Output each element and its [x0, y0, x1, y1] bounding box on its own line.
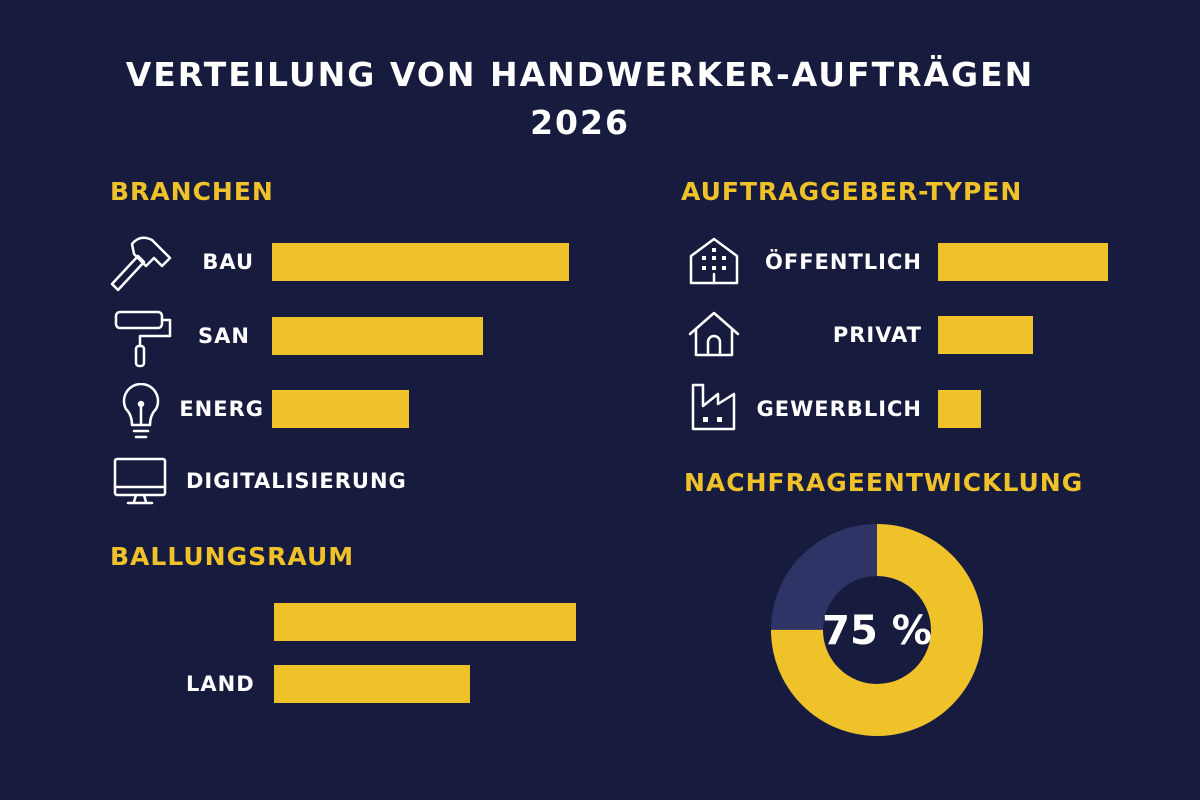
page-title: VERTEILUNG VON HANDWERKER-AUFTRÄGEN	[125, 55, 1035, 94]
public-building-icon	[689, 237, 739, 285]
page-subtitle-year: 2026	[530, 103, 630, 142]
branche-bar-1	[272, 317, 483, 355]
typ-bar-2	[938, 390, 981, 428]
branche-label-bau: BAU	[202, 250, 254, 274]
monitor-icon	[113, 457, 167, 505]
typ-bar-0	[938, 243, 1108, 281]
region-label-land: LAND	[186, 672, 255, 696]
donut-center-label: 75 %	[822, 608, 932, 654]
typ-label-privat: PRIVAT	[832, 323, 922, 347]
typ-bar-1	[938, 316, 1034, 354]
region-bar-0	[274, 603, 576, 641]
house-icon	[688, 311, 740, 357]
factory-icon	[691, 383, 736, 431]
typ-label-gewerblich: GEWERBLICH	[756, 397, 922, 421]
branche-label-san: SAN	[198, 324, 250, 348]
branchen-heading: BRANCHEN	[110, 177, 274, 206]
ballungsraum-heading: BALLUNGSRAUM	[110, 542, 355, 571]
typ-label-oeffentlich: ÖFFENTLICH	[765, 250, 922, 274]
donut-chart: 75 %	[771, 524, 983, 736]
hammer-icon	[110, 236, 172, 292]
region-bar-1	[274, 665, 471, 703]
paint-roller-icon	[114, 310, 172, 368]
branche-label-digitalisierung: DIGITALISIERUNG	[186, 469, 407, 493]
donut-segment-main	[771, 524, 983, 736]
auftraggeber-heading: AUFTRAGGEBER-TYPEN	[681, 177, 1023, 206]
lightbulb-icon	[122, 383, 160, 439]
branche-bar-0	[272, 243, 569, 281]
branche-label-energ: ENERG	[179, 397, 264, 421]
branche-bar-2	[272, 390, 409, 428]
nachfrage-heading: NACHFRAGEENTWICKLUNG	[684, 468, 1084, 497]
